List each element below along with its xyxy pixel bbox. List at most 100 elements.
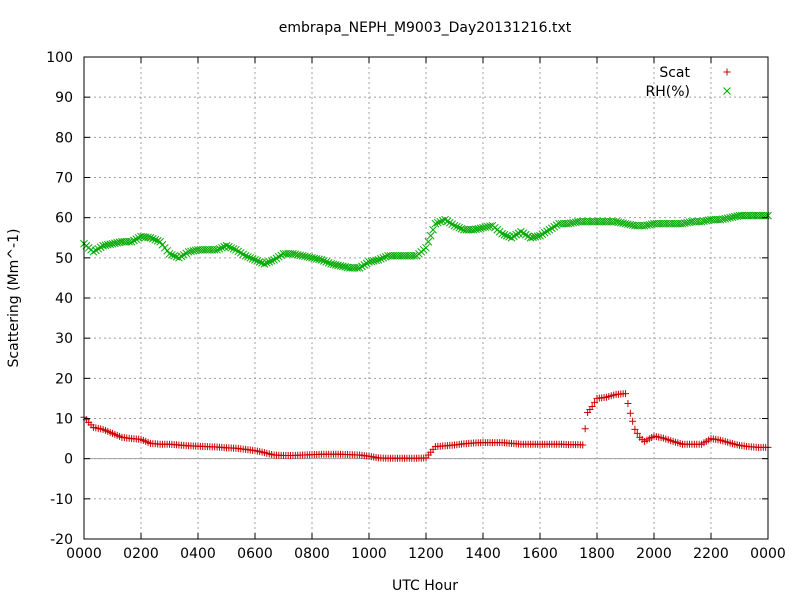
rh-point <box>728 213 737 222</box>
scat-point <box>626 409 634 417</box>
rh-point <box>132 235 141 244</box>
rh-point <box>108 239 117 248</box>
rh-point <box>94 244 103 253</box>
rh-point <box>512 230 521 239</box>
rh-point <box>251 255 259 264</box>
scat-point <box>622 390 629 398</box>
rh-point <box>215 244 224 253</box>
rh-point <box>336 262 345 270</box>
rh-point <box>426 231 435 240</box>
rh-point <box>616 218 625 227</box>
rh-point <box>127 237 136 246</box>
rh-point <box>700 217 708 226</box>
y-tick-label: 90 <box>55 90 73 106</box>
rh-point <box>678 219 687 228</box>
rh-point <box>308 253 316 262</box>
rh-point <box>381 252 390 261</box>
rh-point <box>481 223 490 232</box>
rh-point <box>531 232 540 241</box>
rh-point <box>222 241 231 250</box>
rh-point <box>702 216 711 225</box>
rh-point <box>310 254 319 263</box>
rh-point <box>341 263 350 271</box>
rh-point <box>450 221 459 230</box>
rh-point <box>165 249 174 258</box>
rh-point <box>327 260 335 268</box>
y-tick-label: 30 <box>55 331 73 347</box>
rh-point <box>640 221 649 230</box>
rh-point <box>255 257 264 266</box>
rh-point <box>248 254 257 263</box>
rh-point <box>457 224 466 233</box>
rh-point <box>365 257 373 266</box>
rh-point <box>569 218 578 227</box>
rh-point <box>519 229 528 238</box>
rh-point <box>614 218 623 227</box>
rh-point <box>293 250 302 259</box>
legend-marker-scat <box>723 68 731 76</box>
rh-point <box>213 245 221 254</box>
rh-point <box>106 240 115 249</box>
rh-point <box>472 225 480 234</box>
rh-point <box>274 252 283 261</box>
scat-point <box>581 425 589 433</box>
rh-point <box>538 230 547 239</box>
rh-point <box>96 243 105 252</box>
rh-point <box>455 223 464 232</box>
legend-marker-rh <box>723 87 731 95</box>
y-tick-label: 40 <box>55 291 73 307</box>
rh-point <box>566 219 575 228</box>
x-tick-label: 0400 <box>180 546 216 562</box>
rh-point <box>619 219 628 228</box>
rh-point <box>355 264 364 272</box>
rh-point <box>621 219 630 228</box>
rh-point <box>101 241 110 250</box>
rh-point <box>369 256 378 265</box>
rh-point <box>474 224 483 233</box>
rh-point <box>623 220 632 229</box>
rh-point <box>441 215 449 224</box>
rh-point <box>362 259 371 268</box>
y-tick-label: 20 <box>55 371 73 387</box>
scat-point <box>579 441 587 449</box>
rh-point <box>429 225 437 234</box>
y-tick-label: 60 <box>55 211 73 227</box>
y-tick-label: 100 <box>46 50 73 66</box>
rh-point <box>177 252 186 261</box>
rh-point <box>448 220 457 229</box>
rh-point <box>146 233 155 242</box>
x-tick-label: 2000 <box>636 546 672 562</box>
rh-point <box>110 239 119 248</box>
rh-point <box>486 222 494 231</box>
y-axis-label: Scattering (Mm^-1) <box>6 229 22 368</box>
x-tick-label: 0000 <box>66 546 102 562</box>
x-tick-label: 0600 <box>237 546 273 562</box>
rh-point <box>524 232 533 241</box>
rh-point <box>422 243 430 252</box>
rh-point <box>716 215 725 224</box>
series-rh <box>80 211 772 272</box>
rh-point <box>643 221 651 230</box>
rh-point <box>507 233 516 242</box>
rh-point <box>134 233 143 242</box>
x-tick-label: 1400 <box>465 546 501 562</box>
rh-point <box>210 245 219 254</box>
rh-point <box>469 225 478 234</box>
rh-point <box>612 217 620 226</box>
rh-point <box>338 262 347 271</box>
rh-point <box>721 214 730 223</box>
rh-point <box>277 251 286 260</box>
rh-point <box>236 248 245 257</box>
rh-point <box>244 252 252 261</box>
rh-point <box>272 254 281 263</box>
rh-point <box>697 217 706 226</box>
rh-point <box>305 253 314 262</box>
rh-point <box>322 257 331 266</box>
rh-point <box>267 256 276 265</box>
x-tick-label: 1600 <box>522 546 558 562</box>
rh-point <box>148 234 157 243</box>
legend-label-scat: Scat <box>659 65 690 81</box>
x-tick-label: 2200 <box>693 546 729 562</box>
x-tick-label: 0800 <box>294 546 330 562</box>
